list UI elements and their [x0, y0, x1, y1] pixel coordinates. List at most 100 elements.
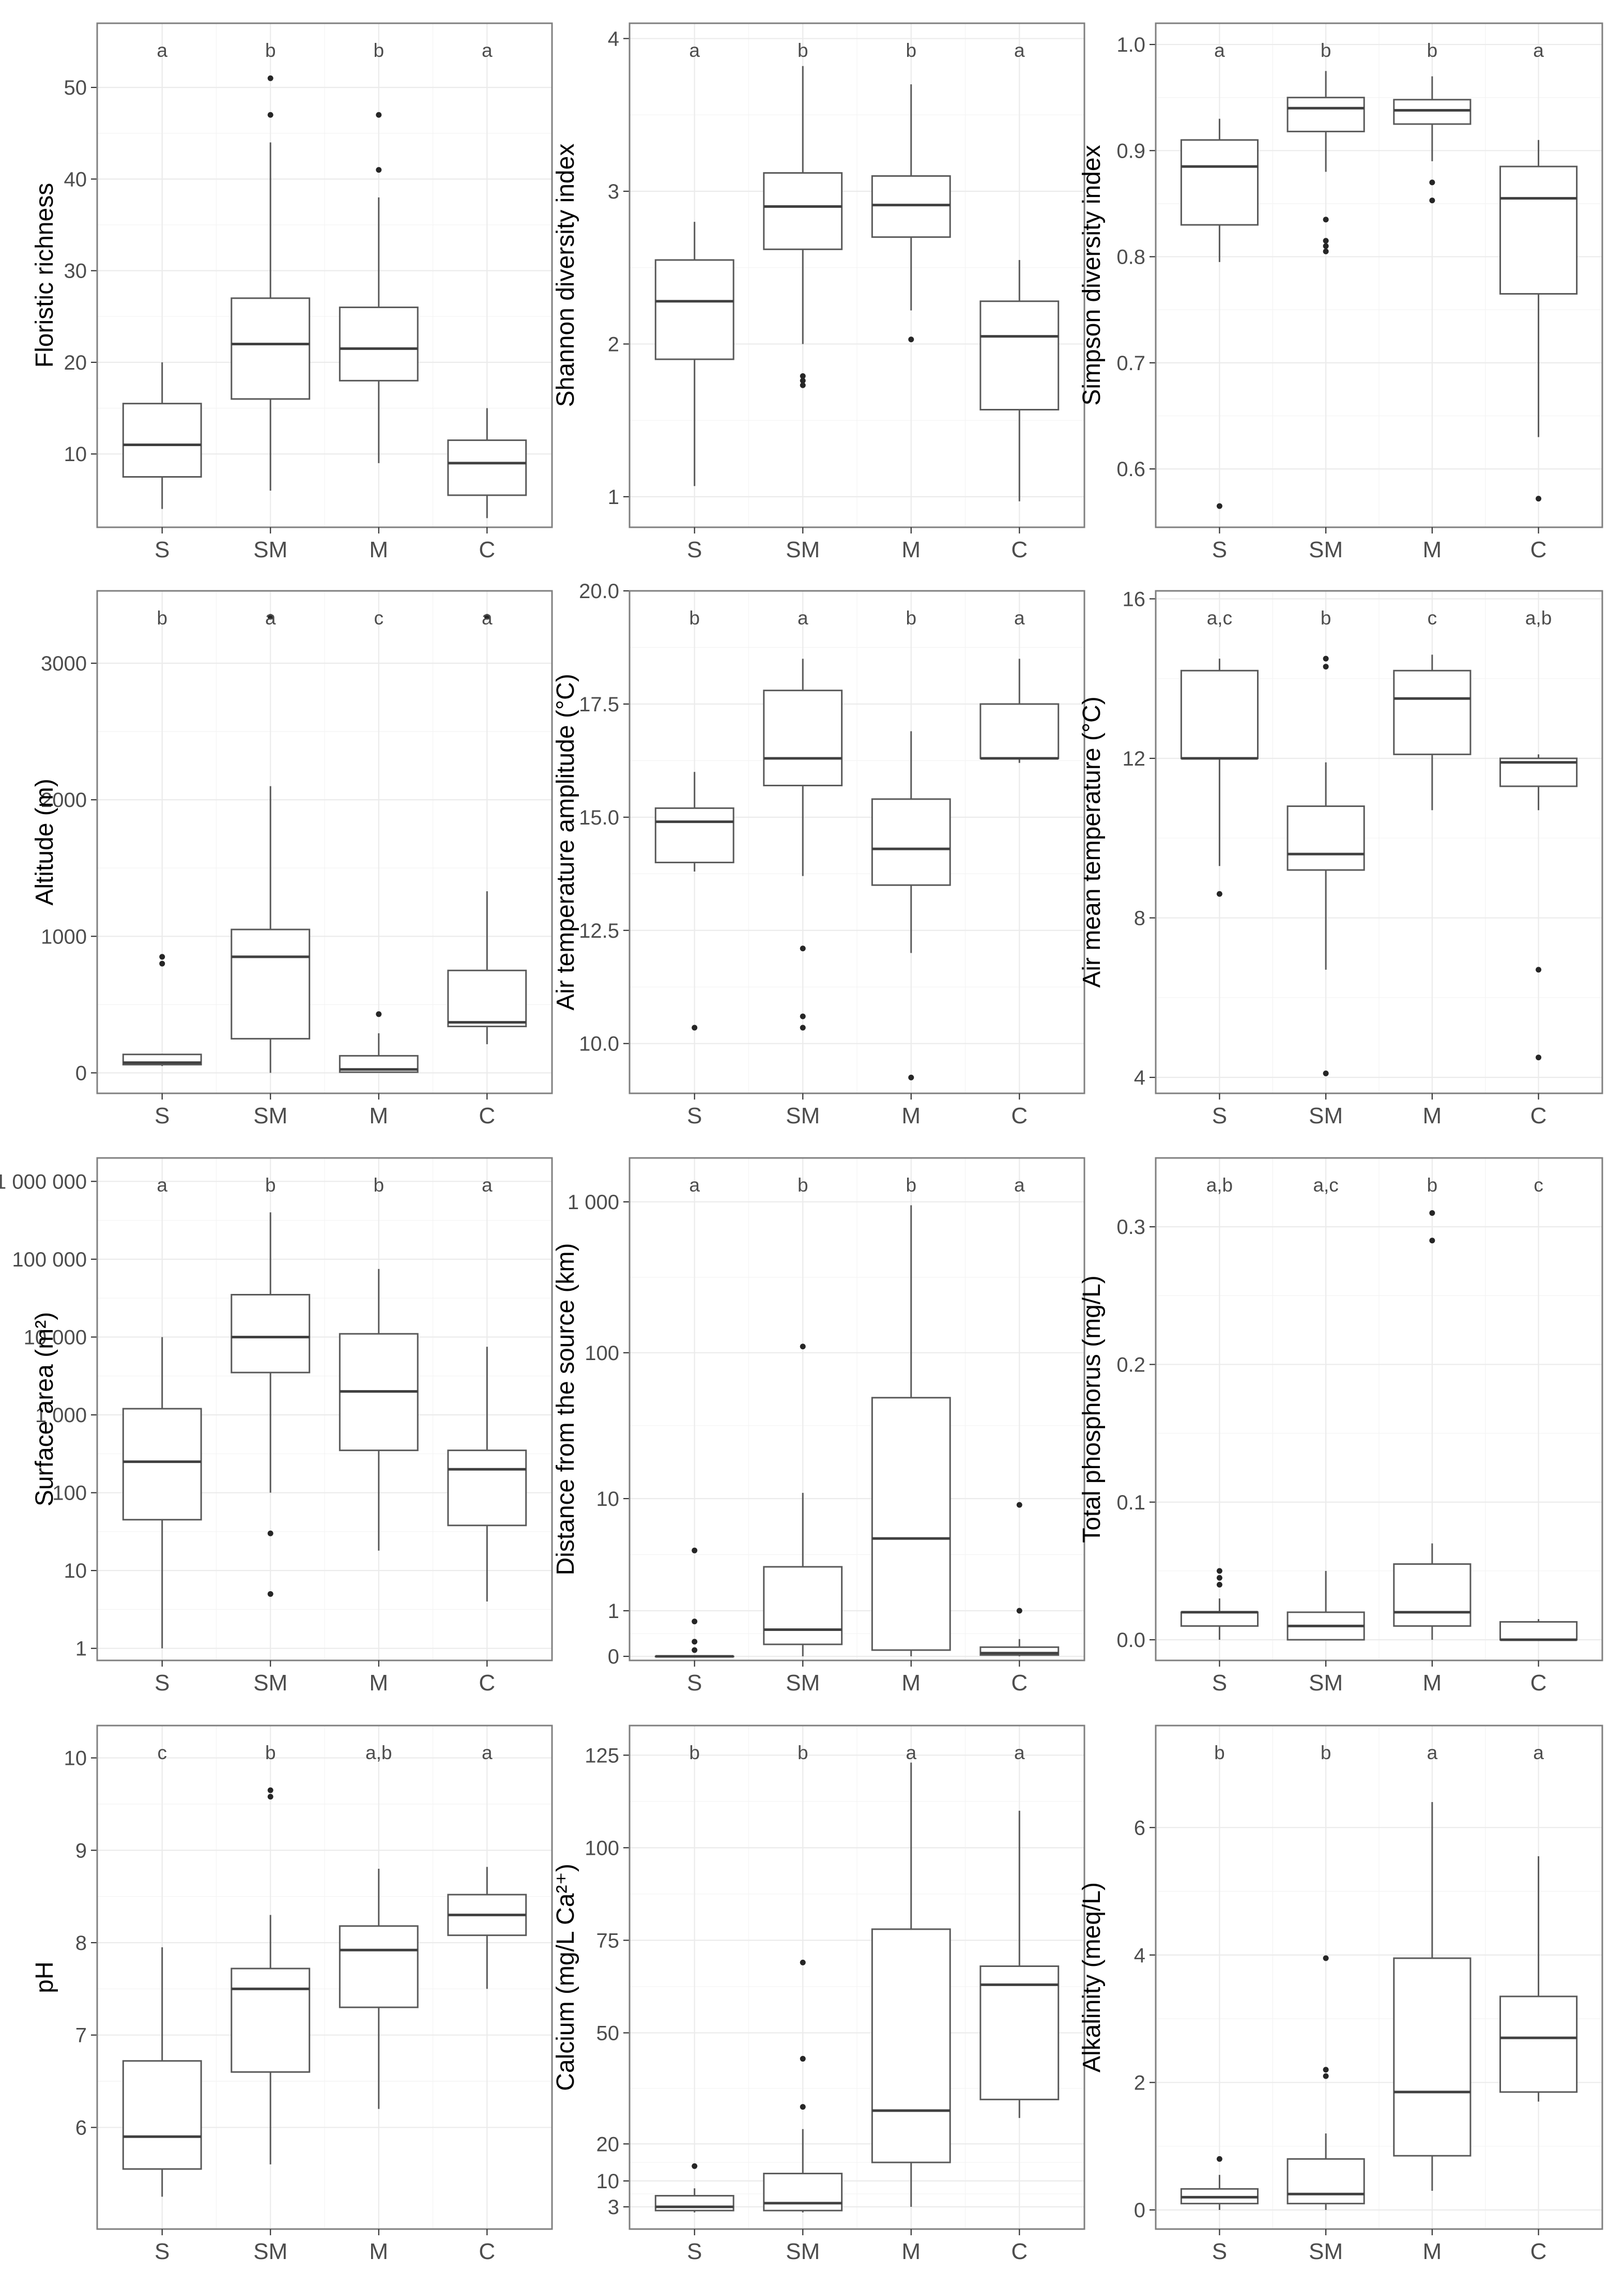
boxplot-M: bM: [339, 1174, 419, 1696]
iqr-box: [447, 1450, 527, 1527]
outlier-point: [800, 382, 806, 388]
x-tick-label: SM: [253, 537, 287, 562]
y-tick-label: 50: [596, 2022, 620, 2045]
outlier-point: [159, 960, 165, 967]
x-tick-label: C: [479, 2239, 495, 2264]
outlier-point: [267, 1787, 273, 1793]
y-tick-label: 40: [64, 168, 87, 191]
y-tick-label: 75: [596, 1929, 620, 1952]
boxplot-C: aC: [447, 1174, 527, 1696]
iqr-box: [654, 259, 734, 360]
outlier-point: [1536, 496, 1542, 502]
outlier-point: [376, 112, 382, 118]
outlier-point: [376, 1011, 382, 1017]
iqr-box: [122, 403, 202, 478]
y-tick-label: 8: [1134, 907, 1145, 930]
x-tick-label: C: [479, 1670, 495, 1696]
iqr-box: [231, 297, 311, 400]
outlier-point: [1323, 664, 1329, 670]
boxplot-M: aM: [871, 1742, 951, 2264]
boxplot-SM: b SM: [1286, 40, 1365, 562]
panel-border: [96, 590, 553, 1094]
x-tick-label: M: [369, 1103, 388, 1128]
outlier-point: [484, 614, 490, 620]
outlier-point: [692, 1547, 698, 1553]
x-tick-label: SM: [786, 2239, 820, 2264]
panel-border: [1155, 1725, 1603, 2230]
panel-border: [96, 1725, 553, 2230]
outlier-point: [1323, 243, 1329, 249]
outlier-point: [1216, 1575, 1222, 1581]
x-tick-label: C: [479, 1103, 495, 1128]
x-tick-label: S: [687, 537, 702, 562]
significance-letter: a: [1014, 1174, 1025, 1196]
y-tick-label: 4: [608, 28, 619, 51]
significance-letter: b: [373, 40, 384, 61]
iqr-box: [871, 175, 951, 238]
significance-letter: a: [906, 1742, 916, 1763]
outlier-point: [267, 1530, 273, 1536]
y-tick-label: 0.1: [1116, 1491, 1145, 1514]
significance-letter: b: [798, 1742, 808, 1763]
boxplot-S: cS: [122, 1742, 202, 2264]
x-tick-label: SM: [1309, 537, 1343, 562]
x-tick-label: SM: [1309, 2239, 1343, 2264]
y-axis-title: Calcium (mg/L Ca²⁺): [552, 1864, 579, 2091]
significance-letter: b: [265, 1742, 276, 1763]
significance-letter: b: [265, 40, 276, 61]
significance-letter: b: [906, 40, 916, 61]
y-tick-label: 10 000: [24, 1326, 87, 1349]
y-tick-label: 0.6: [1116, 458, 1145, 481]
x-tick-label: C: [1011, 1670, 1028, 1696]
significance-letter: a: [798, 607, 808, 629]
boxplot-S: bS: [1180, 1742, 1259, 2264]
outlier-point: [692, 1639, 698, 1645]
significance-letter: b: [1321, 1742, 1331, 1763]
x-tick-label: S: [1212, 1103, 1227, 1128]
boxplot-M: cM: [339, 607, 419, 1128]
iqr-box: [1393, 1957, 1472, 2157]
iqr-box: [654, 2195, 734, 2211]
iqr-box: [763, 2173, 843, 2211]
boxplot-M: bM: [871, 607, 951, 1128]
iqr-box: [763, 1566, 843, 1645]
outlier-point: [267, 614, 273, 620]
boxplot-M: bM: [871, 1174, 951, 1696]
outlier-point: [1216, 1582, 1222, 1588]
iqr-box: [231, 928, 311, 1040]
y-tick-label: 0.9: [1116, 140, 1145, 162]
outlier-point: [1216, 1568, 1222, 1574]
boxplot-SM: b SM: [231, 40, 311, 562]
y-tick-label: 15.0: [579, 806, 619, 829]
y-tick-label: 12: [1123, 748, 1146, 770]
outlier-point: [800, 1344, 806, 1350]
y-tick-label: 2: [1134, 2071, 1145, 2094]
iqr-box: [1180, 1611, 1259, 1627]
outlier-point: [800, 1959, 806, 1965]
outlier-point: [1323, 2067, 1329, 2073]
y-axis-title: Air temperature amplitude (°C): [552, 674, 579, 1010]
y-axis-title: Distance from the source (km): [552, 1243, 579, 1576]
y-axis-title: Simpson diversity index: [1078, 145, 1106, 405]
boxplot-S: bS: [654, 607, 734, 1128]
boxplot-S: aS: [122, 1174, 202, 1696]
outlier-point: [800, 945, 806, 952]
significance-letter: c: [1428, 607, 1437, 629]
panel-border: [96, 1157, 553, 1661]
boxplot-C: aC: [447, 40, 527, 562]
outlier-point: [1429, 179, 1435, 186]
y-tick-label: 2: [608, 333, 619, 356]
y-tick-label: 0.2: [1116, 1353, 1145, 1376]
y-tick-label: 17.5: [579, 693, 619, 716]
iqr-box: [1499, 165, 1578, 295]
significance-letter: b: [1321, 607, 1331, 629]
significance-letter: b: [265, 1174, 276, 1196]
y-tick-label: 0.0: [1116, 1629, 1145, 1652]
panel-border: [629, 1725, 1085, 2230]
outlier-point: [1536, 1055, 1542, 1061]
x-tick-label: SM: [253, 2239, 287, 2264]
boxplot-C: aC: [447, 607, 527, 1128]
